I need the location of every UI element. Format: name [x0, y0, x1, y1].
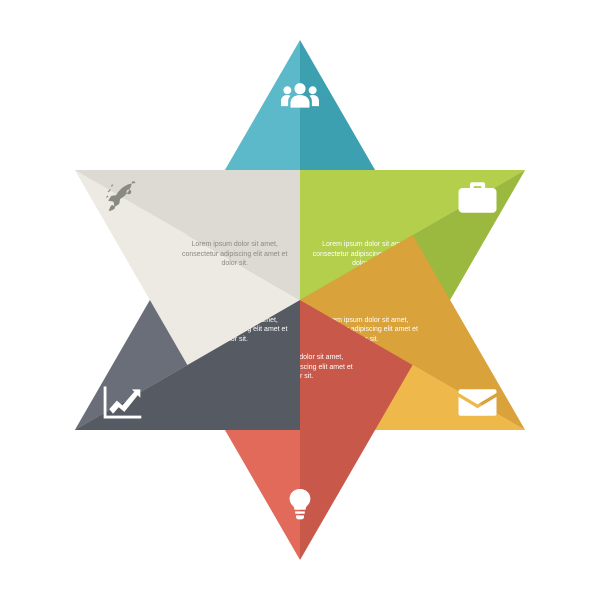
people-icon [281, 83, 319, 108]
hexagram-infographic: Lorem ipsum dolor sit amet, consectetur … [0, 0, 600, 600]
envelope-icon [459, 389, 497, 416]
segment-upper-left-text: Lorem ipsum dolor sit amet, consectetur … [180, 240, 290, 268]
